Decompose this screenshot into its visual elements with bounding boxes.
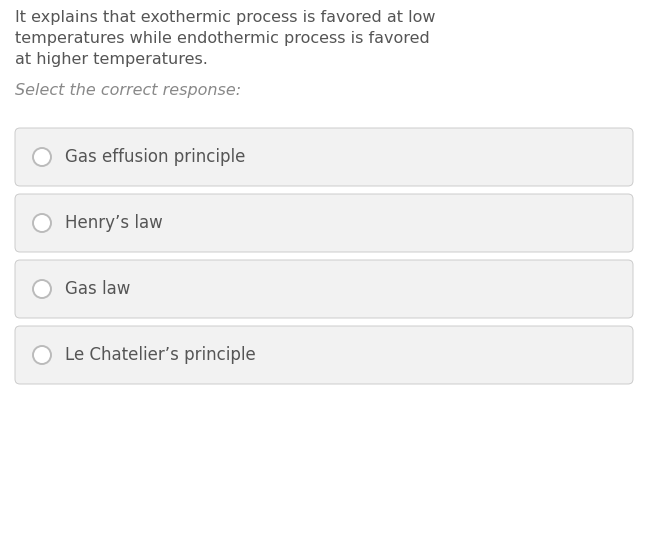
Text: Gas effusion principle: Gas effusion principle	[65, 148, 246, 166]
Text: at higher temperatures.: at higher temperatures.	[15, 52, 208, 67]
Text: Gas law: Gas law	[65, 280, 130, 298]
Text: Select the correct response:: Select the correct response:	[15, 83, 241, 98]
Text: temperatures while endothermic process is favored: temperatures while endothermic process i…	[15, 31, 430, 46]
Circle shape	[33, 148, 51, 166]
Circle shape	[33, 280, 51, 298]
FancyBboxPatch shape	[15, 260, 633, 318]
FancyBboxPatch shape	[15, 326, 633, 384]
FancyBboxPatch shape	[15, 194, 633, 252]
FancyBboxPatch shape	[15, 128, 633, 186]
Circle shape	[33, 346, 51, 364]
Text: It explains that exothermic process is favored at low: It explains that exothermic process is f…	[15, 10, 435, 25]
Text: Le Chatelier’s principle: Le Chatelier’s principle	[65, 346, 256, 364]
Text: Henry’s law: Henry’s law	[65, 214, 163, 232]
Circle shape	[33, 214, 51, 232]
